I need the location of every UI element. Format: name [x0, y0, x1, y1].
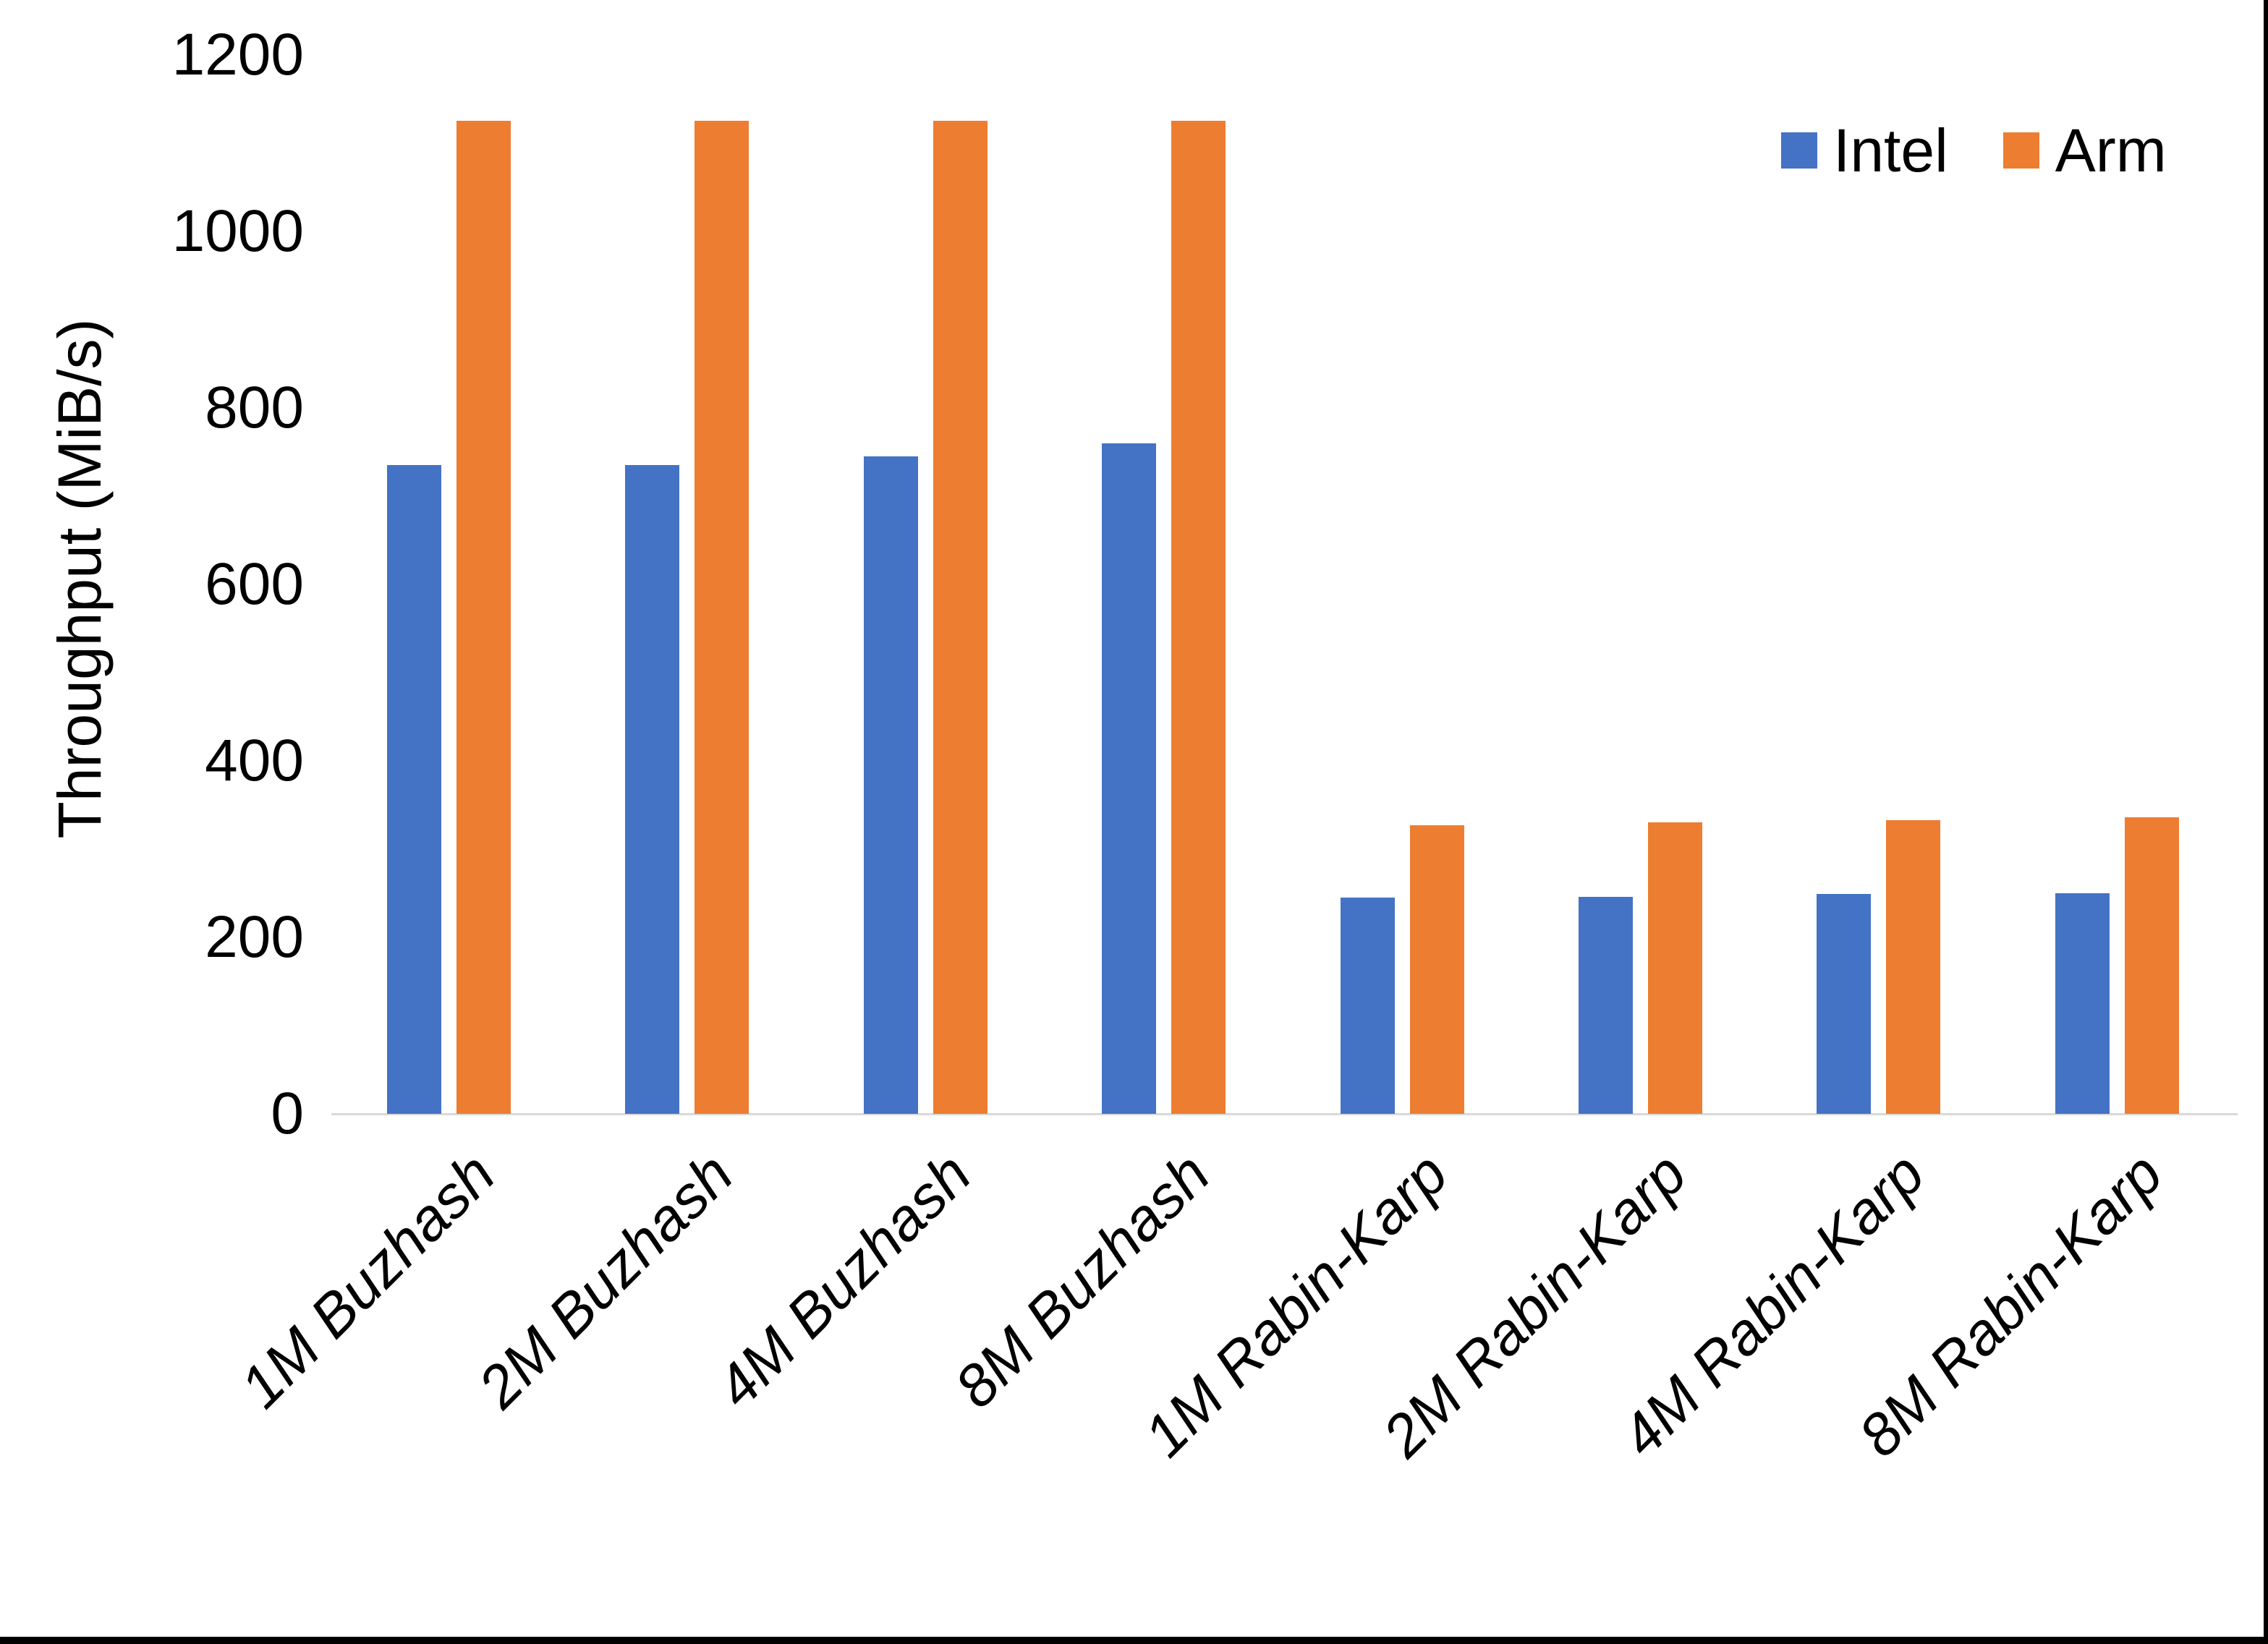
bar-intel-1m-rabin-karp — [1341, 898, 1395, 1114]
bar-intel-1m-buzhash — [387, 465, 441, 1114]
bar-arm-4m-buzhash — [933, 121, 988, 1114]
bar-intel-8m-buzhash — [1102, 443, 1156, 1114]
x-axis-label-8m-rabin-karp: 8M Rabin-Karp — [1846, 1141, 2175, 1470]
x-axis-label-2m-rabin-karp: 2M Rabin-Karp — [1370, 1141, 1699, 1470]
legend-item-arm: Arm — [2002, 116, 2167, 184]
right-border — [2264, 0, 2268, 1644]
bar-arm-2m-rabin-karp — [1648, 822, 1702, 1114]
legend-item-intel: Intel — [1781, 120, 1948, 181]
bar-arm-4m-rabin-karp — [1886, 820, 1940, 1114]
arm-series-swatch — [2002, 132, 2039, 169]
bar-arm-8m-rabin-karp — [2125, 817, 2179, 1114]
bar-arm-8m-buzhash — [1171, 121, 1226, 1114]
y-tick-label-800: 800 — [205, 375, 304, 440]
bar-intel-4m-rabin-karp — [1817, 894, 1871, 1114]
x-axis-line — [331, 1113, 2238, 1115]
bar-intel-4m-buzhash — [864, 456, 918, 1114]
x-axis-label-8m-buzhash: 8M Buzhash — [942, 1141, 1223, 1421]
bar-arm-1m-buzhash — [456, 121, 511, 1114]
x-axis-label-4m-rabin-karp: 4M Rabin-Karp — [1608, 1141, 1937, 1470]
legend-label-arm: Arm — [2055, 116, 2167, 184]
y-tick-label-1200: 1200 — [171, 22, 304, 88]
x-axis-label-1m-rabin-karp: 1M Rabin-Karp — [1131, 1141, 1461, 1470]
x-axis-label-2m-buzhash: 2M Buzhash — [465, 1141, 746, 1421]
y-tick-label-400: 400 — [205, 728, 304, 793]
y-tick-label-0: 0 — [271, 1081, 304, 1146]
y-tick-label-600: 600 — [205, 551, 304, 617]
bottom-border — [0, 1637, 2268, 1644]
intel-series-swatch — [1781, 132, 1817, 169]
bar-intel-2m-buzhash — [625, 465, 679, 1114]
legend: Intel Arm — [1781, 120, 2167, 181]
x-axis-label-4m-buzhash: 4M Buzhash — [703, 1141, 984, 1421]
bar-intel-2m-rabin-karp — [1579, 897, 1633, 1114]
bar-intel-8m-rabin-karp — [2055, 893, 2110, 1114]
bar-arm-2m-buzhash — [695, 121, 749, 1114]
y-tick-label-200: 200 — [205, 904, 304, 970]
x-axis-label-1m-buzhash: 1M Buzhash — [227, 1141, 508, 1421]
legend-label-intel: Intel — [1833, 116, 1948, 184]
bar-arm-1m-rabin-karp — [1410, 825, 1464, 1114]
y-tick-label-1000: 1000 — [171, 198, 304, 264]
